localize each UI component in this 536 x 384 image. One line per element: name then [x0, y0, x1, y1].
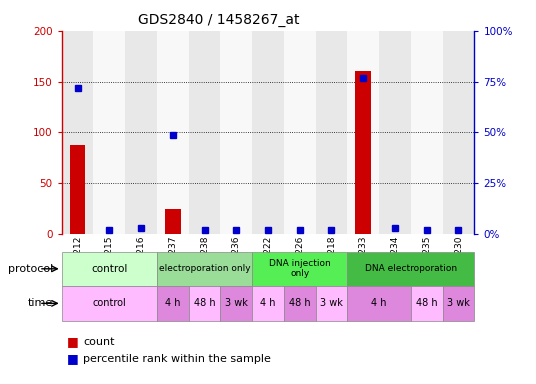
Text: 4 h: 4 h: [260, 298, 276, 308]
Text: 4 h: 4 h: [165, 298, 181, 308]
Bar: [157, 31, 189, 234]
Title: GDS2840 / 1458267_at: GDS2840 / 1458267_at: [138, 13, 299, 27]
Text: 3 wk: 3 wk: [225, 298, 248, 308]
Text: ■: ■: [67, 335, 79, 348]
Bar: [443, 286, 474, 321]
Bar: [165, 209, 181, 234]
Bar: [70, 145, 85, 234]
Bar: [125, 31, 157, 234]
Text: control: control: [91, 264, 128, 274]
Text: 4 h: 4 h: [371, 298, 387, 308]
Bar: [189, 286, 220, 321]
Bar: [347, 252, 474, 286]
Bar: [411, 31, 443, 234]
Text: DNA injection
only: DNA injection only: [269, 259, 331, 278]
Bar: [316, 31, 347, 234]
Text: electroporation only: electroporation only: [159, 264, 250, 273]
Bar: [157, 252, 252, 286]
Bar: [252, 286, 284, 321]
Text: 3 wk: 3 wk: [447, 298, 470, 308]
Bar: [355, 71, 371, 234]
Text: 3 wk: 3 wk: [320, 298, 343, 308]
Bar: [316, 286, 347, 321]
Bar: [62, 31, 93, 234]
Text: 48 h: 48 h: [416, 298, 437, 308]
Bar: [252, 31, 284, 234]
Bar: [443, 31, 474, 234]
Bar: [284, 286, 316, 321]
Text: 48 h: 48 h: [289, 298, 310, 308]
Text: control: control: [92, 298, 126, 308]
Text: percentile rank within the sample: percentile rank within the sample: [83, 354, 271, 364]
Bar: [93, 31, 125, 234]
Bar: [252, 252, 347, 286]
Bar: [189, 31, 220, 234]
Bar: [157, 286, 189, 321]
Bar: [347, 31, 379, 234]
Bar: [220, 31, 252, 234]
Bar: [411, 286, 443, 321]
Bar: [347, 286, 411, 321]
Text: time: time: [28, 298, 54, 308]
Text: ■: ■: [67, 353, 79, 366]
Text: DNA electroporation: DNA electroporation: [365, 264, 457, 273]
Text: 48 h: 48 h: [193, 298, 215, 308]
Bar: [220, 286, 252, 321]
Text: protocol: protocol: [8, 264, 54, 274]
Text: count: count: [83, 337, 115, 347]
Bar: [284, 31, 316, 234]
Bar: [379, 31, 411, 234]
Bar: [62, 286, 157, 321]
Bar: [62, 252, 157, 286]
